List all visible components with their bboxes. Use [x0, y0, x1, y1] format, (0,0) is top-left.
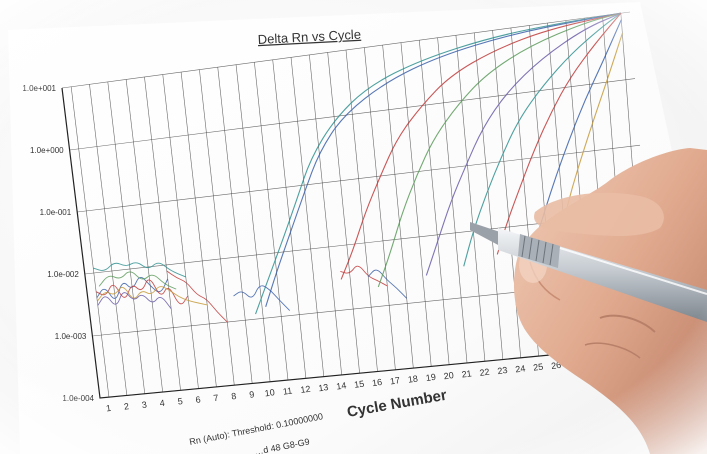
x-tick-label: 13 [318, 382, 329, 393]
y-tick-label: 1.0e+001 [22, 84, 56, 93]
x-tick-label: 23 [497, 365, 508, 376]
y-tick-label: 1.0e-004 [62, 394, 94, 403]
y-tick-label: 1.0e-002 [47, 270, 79, 279]
x-tick-label: 16 [371, 377, 382, 388]
x-tick-label: 11 [282, 385, 293, 396]
y-tick-label: 1.0e+000 [30, 146, 64, 155]
x-tick-label: 14 [336, 380, 347, 391]
x-tick-label: 12 [300, 384, 311, 395]
x-tick-label: 24 [515, 363, 526, 374]
x-tick-label: 21 [461, 368, 472, 379]
x-tick-label: 20 [443, 370, 454, 381]
x-tick-label: 17 [389, 375, 400, 386]
x-tick-label: 15 [354, 379, 365, 390]
x-tick-label: 25 [533, 361, 544, 372]
x-tick-label: 22 [479, 367, 490, 378]
x-tick-label: 10 [264, 387, 275, 398]
x-tick-label: 19 [425, 372, 436, 383]
y-tick-label: 1.0e-003 [55, 332, 87, 341]
x-tick-label: 18 [407, 373, 418, 384]
y-tick-label: 1.0e-001 [40, 208, 72, 217]
